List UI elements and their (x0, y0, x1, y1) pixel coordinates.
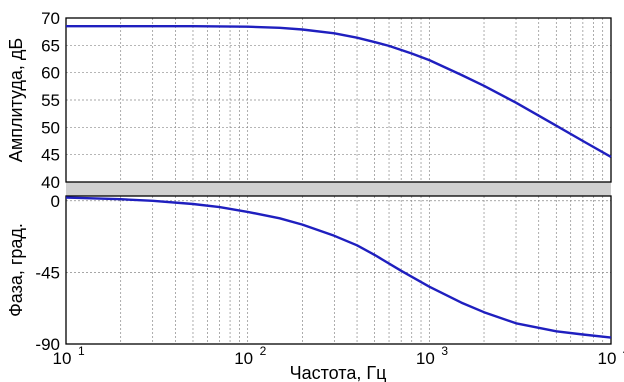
x-tick-exponent: 2 (260, 344, 267, 358)
y-tick-label: 0 (51, 192, 60, 211)
amplitude-plot-frame (65, 17, 612, 183)
y-tick-label: 65 (41, 36, 60, 55)
y-tick-label: 50 (41, 118, 60, 137)
y-tick-label: 40 (41, 173, 60, 192)
x-tick-label: 10 (598, 349, 617, 368)
phase-y-tick-labels: 0 -45 -90 (35, 192, 60, 354)
phase-grid (66, 196, 611, 344)
amplitude-y-tick-labels: 40 45 50 55 60 65 70 (41, 9, 60, 192)
x-tick-label: 10 (234, 349, 253, 368)
y-tick-label: 45 (41, 146, 60, 165)
x-tick-label: 10 (416, 349, 435, 368)
y-tick-label: 70 (41, 9, 60, 28)
phase-y-axis-label: Фаза, град. (6, 223, 26, 317)
y-tick-label: 55 (41, 91, 60, 110)
x-tick-exponent: 3 (441, 344, 448, 358)
amplitude-grid (66, 18, 611, 182)
phase-plot-frame (65, 195, 612, 345)
y-tick-label: 60 (41, 64, 60, 83)
panel-separator (66, 182, 611, 196)
x-tick-exponent: 1 (78, 344, 85, 358)
series-line (66, 25, 612, 158)
x-tick-labels: 101102103104 (53, 344, 624, 368)
phase-series (65, 196, 612, 339)
y-tick-label: -90 (35, 335, 60, 354)
x-axis-label: Частота, Гц (290, 363, 387, 382)
y-tick-label: -45 (35, 263, 60, 282)
x-tick-label: 10 (53, 349, 72, 368)
series-line (65, 196, 612, 339)
amplitude-series (66, 25, 612, 158)
amplitude-y-axis-label: Амплитуда, дБ (6, 38, 26, 162)
